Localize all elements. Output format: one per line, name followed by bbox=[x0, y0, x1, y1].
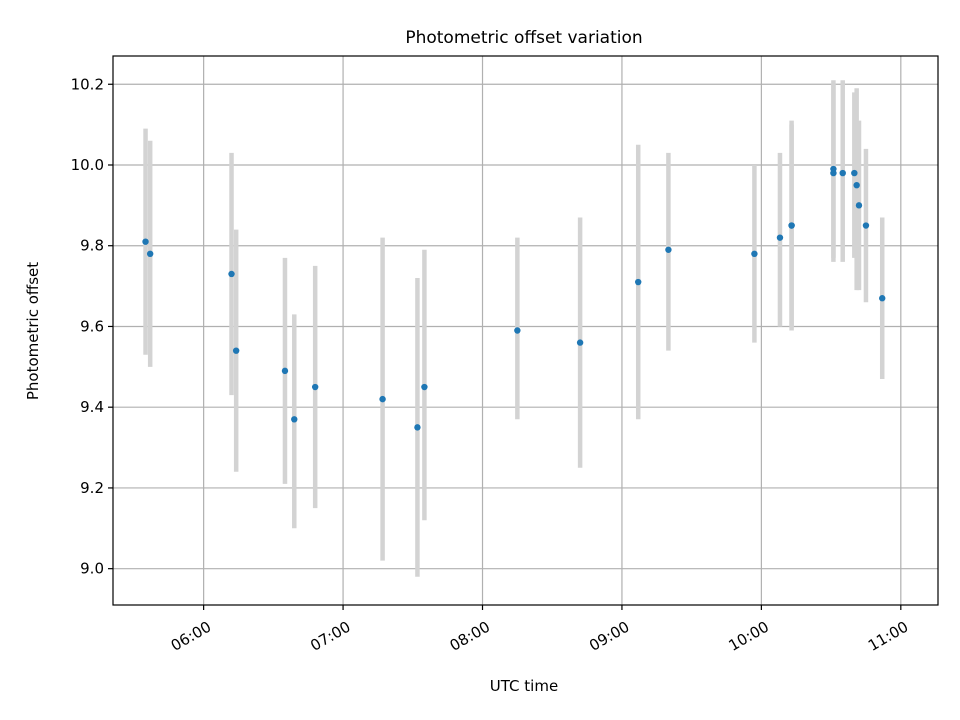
data-point bbox=[635, 278, 642, 286]
x-tick-label: 07:00 bbox=[307, 618, 353, 655]
x-tick-label: 11:00 bbox=[865, 618, 911, 655]
data-point bbox=[281, 367, 289, 375]
y-axis-label: Photometric offset bbox=[24, 262, 42, 400]
data-point bbox=[142, 238, 149, 245]
y-tick-label: 10.2 bbox=[71, 75, 104, 93]
y-tick-label: 9.0 bbox=[80, 560, 104, 578]
y-axis: 9.0 9.2 9.4 9.6 9.8 10.0 10.2 bbox=[71, 75, 113, 578]
data-point bbox=[311, 383, 319, 391]
data-point bbox=[146, 250, 154, 258]
data-point bbox=[576, 339, 584, 346]
data-point bbox=[421, 383, 428, 391]
x-axis: 06:00 07:00 08:00 09:00 10:00 11:00 bbox=[168, 605, 911, 655]
data-point bbox=[855, 202, 863, 209]
data-point bbox=[862, 222, 870, 229]
data-point bbox=[879, 295, 886, 302]
y-tick-label: 10.0 bbox=[71, 156, 104, 174]
data-point bbox=[853, 181, 860, 189]
x-tick-label: 10:00 bbox=[726, 618, 772, 655]
x-axis-label: UTC time bbox=[490, 677, 558, 695]
plot-area-frame bbox=[112, 55, 939, 606]
data-point bbox=[232, 347, 240, 354]
y-tick-label: 9.6 bbox=[80, 317, 104, 335]
data-point bbox=[665, 246, 672, 253]
error-bars bbox=[143, 80, 885, 577]
grid bbox=[113, 56, 938, 605]
y-tick-label: 9.4 bbox=[80, 398, 104, 416]
y-tick-label: 9.8 bbox=[80, 237, 104, 255]
x-tick-label: 08:00 bbox=[447, 618, 493, 655]
data-point bbox=[851, 169, 858, 177]
x-tick-label: 06:00 bbox=[168, 618, 214, 655]
data-points bbox=[142, 165, 886, 431]
y-tick-label: 9.2 bbox=[80, 479, 104, 497]
x-tick-label: 09:00 bbox=[586, 618, 632, 655]
data-point bbox=[839, 169, 846, 177]
data-point bbox=[788, 222, 795, 229]
data-point bbox=[514, 327, 521, 334]
chart-title: Photometric offset variation bbox=[405, 28, 642, 48]
data-point bbox=[776, 234, 784, 241]
data-point bbox=[228, 270, 235, 278]
data-point bbox=[751, 250, 758, 258]
data-point bbox=[414, 424, 421, 431]
data-point bbox=[379, 395, 386, 403]
data-point bbox=[291, 416, 298, 423]
data-point bbox=[830, 169, 837, 177]
